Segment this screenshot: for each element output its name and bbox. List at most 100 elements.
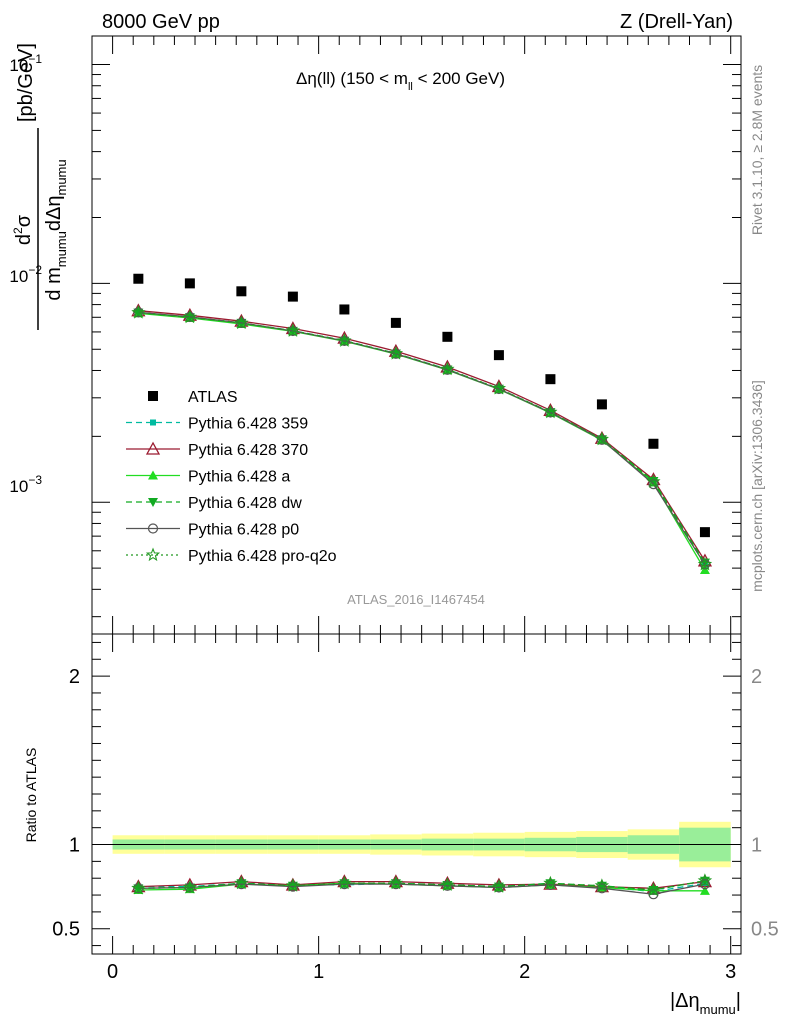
data-point [337, 333, 352, 347]
legend-marker [148, 391, 158, 401]
ratio-point [491, 879, 507, 893]
legend-entry: ATLAS [148, 389, 238, 406]
main-series-layer [131, 273, 713, 575]
ratio-point [594, 878, 610, 892]
ratio-point [337, 875, 352, 890]
main-frame [91, 35, 742, 635]
ratio-point [699, 879, 711, 890]
ytick-label-1e-2: 10−2 [9, 263, 42, 286]
ylabel-denominator: d mmumudΔηmumu [43, 159, 69, 300]
series-line [138, 311, 706, 565]
energy-label: 8000 GeV pp [102, 11, 220, 33]
series-line [138, 310, 706, 562]
legend-label: Pythia 6.428 dw [188, 495, 302, 512]
ratio-point [388, 875, 404, 890]
data-point [596, 399, 607, 410]
data-point [493, 350, 504, 361]
legend-marker [148, 498, 158, 507]
legend-entry: Pythia 6.428 a [126, 469, 290, 486]
ratio-point [493, 882, 505, 893]
ratio-point [646, 882, 661, 897]
ratio-ytick-label: 0.5 [52, 919, 80, 941]
ratio-panel: 0.5 0.5 1 1 2 2 0 1 2 3 Ratio to ATLAS |Δηmumu| [23, 633, 779, 1017]
legend-entry: Pythia 6.428 dw [126, 495, 302, 512]
legend: ATLAS Pythia 6.428 359 Pythia 6.428 370 Pyt… [126, 389, 337, 565]
data-point [648, 479, 659, 490]
data-point [545, 374, 556, 385]
ratio-point [131, 880, 146, 895]
process-label: Z (Drell-Yan) [620, 11, 733, 33]
ratio-point [236, 879, 247, 890]
ratio-series-pythia-6-428-p0 [133, 879, 711, 900]
data-point [339, 335, 350, 346]
ratio-point [699, 885, 710, 895]
ratio-y-axis-label: Ratio to ATLAS [23, 748, 39, 843]
legend-marker [145, 441, 161, 455]
data-point [184, 278, 195, 289]
data-point [285, 323, 301, 337]
data-point [699, 527, 710, 538]
ratio-axis-ticks: 0.5 0.5 1 1 2 2 0 1 2 3 [52, 634, 779, 983]
data-point [339, 304, 350, 315]
data-point [440, 361, 455, 376]
data-point [594, 431, 609, 446]
mcplots-label: mcplots.cern.ch [arXiv:1306.3436] [749, 380, 765, 592]
legend-marker [145, 547, 161, 562]
data-point [543, 404, 558, 419]
main-axis-ticks [92, 36, 741, 634]
data-point [234, 315, 249, 330]
legend-label: Pythia 6.428 p0 [188, 522, 299, 539]
ratio-series-pythia-6-428-a [133, 878, 710, 895]
data-point [133, 273, 144, 284]
data-point [236, 286, 247, 297]
ratio-point [545, 879, 556, 891]
x-axis-label: |Δηmumu| [670, 990, 741, 1017]
ratio-point [234, 875, 249, 890]
series-pythia-6-428-pro-q2o [131, 305, 713, 571]
ratio-point [287, 881, 298, 892]
ratio-point [442, 880, 453, 891]
xtick-label: 0 [107, 961, 118, 983]
legend-entry: Pythia 6.428 pro-q2o [126, 547, 337, 565]
data-point [699, 565, 710, 575]
legend-marker [148, 470, 158, 480]
data-point [442, 331, 453, 342]
data-point [131, 305, 146, 319]
ratio-ytick-label: 2 [69, 666, 80, 688]
ratio-point [596, 883, 608, 894]
data-point [697, 556, 713, 571]
data-point [390, 348, 401, 359]
series-atlas [133, 273, 710, 538]
analysis-label: ATLAS_2016_I1467454 [347, 592, 485, 607]
y-axis-label: d2σ d mmumudΔηmumu [pb/GeV] [11, 43, 69, 330]
ratio-point [697, 873, 713, 887]
xtick-label: 2 [519, 961, 530, 983]
ylabel-unit: [pb/GeV] [15, 43, 37, 122]
legend-marker [147, 523, 159, 534]
legend-label: Pythia 6.428 359 [188, 416, 308, 433]
legend-marker [150, 419, 156, 426]
ratio-point [440, 877, 455, 892]
legend-label: Pythia 6.428 370 [188, 442, 308, 459]
ytick-label-1e-1: 10−1 [9, 52, 42, 75]
legend-label: Pythia 6.428 pro-q2o [188, 548, 337, 565]
data-point [182, 309, 198, 324]
data-point [545, 407, 556, 418]
ratio-series-pythia-6-428-pro-q2o [131, 873, 713, 897]
ytick-label-1e-3: 10−3 [9, 473, 42, 496]
legend-entry: Pythia 6.428 p0 [126, 522, 299, 539]
legend-label: ATLAS [188, 389, 238, 406]
ratio-series-layer [131, 873, 713, 900]
ratio-ytick-label-right: 2 [751, 666, 762, 688]
ratio-ytick-label: 1 [69, 835, 80, 857]
ratio-point [390, 879, 401, 890]
ratio-point [285, 878, 301, 892]
data-point [648, 438, 659, 449]
data-point [287, 325, 298, 337]
data-point [390, 317, 401, 328]
ratio-series-line [138, 880, 706, 891]
plot-title: Δη(ll) (150 < mll < 200 GeV) [296, 69, 505, 93]
data-point [388, 345, 404, 360]
data-point [491, 380, 507, 395]
